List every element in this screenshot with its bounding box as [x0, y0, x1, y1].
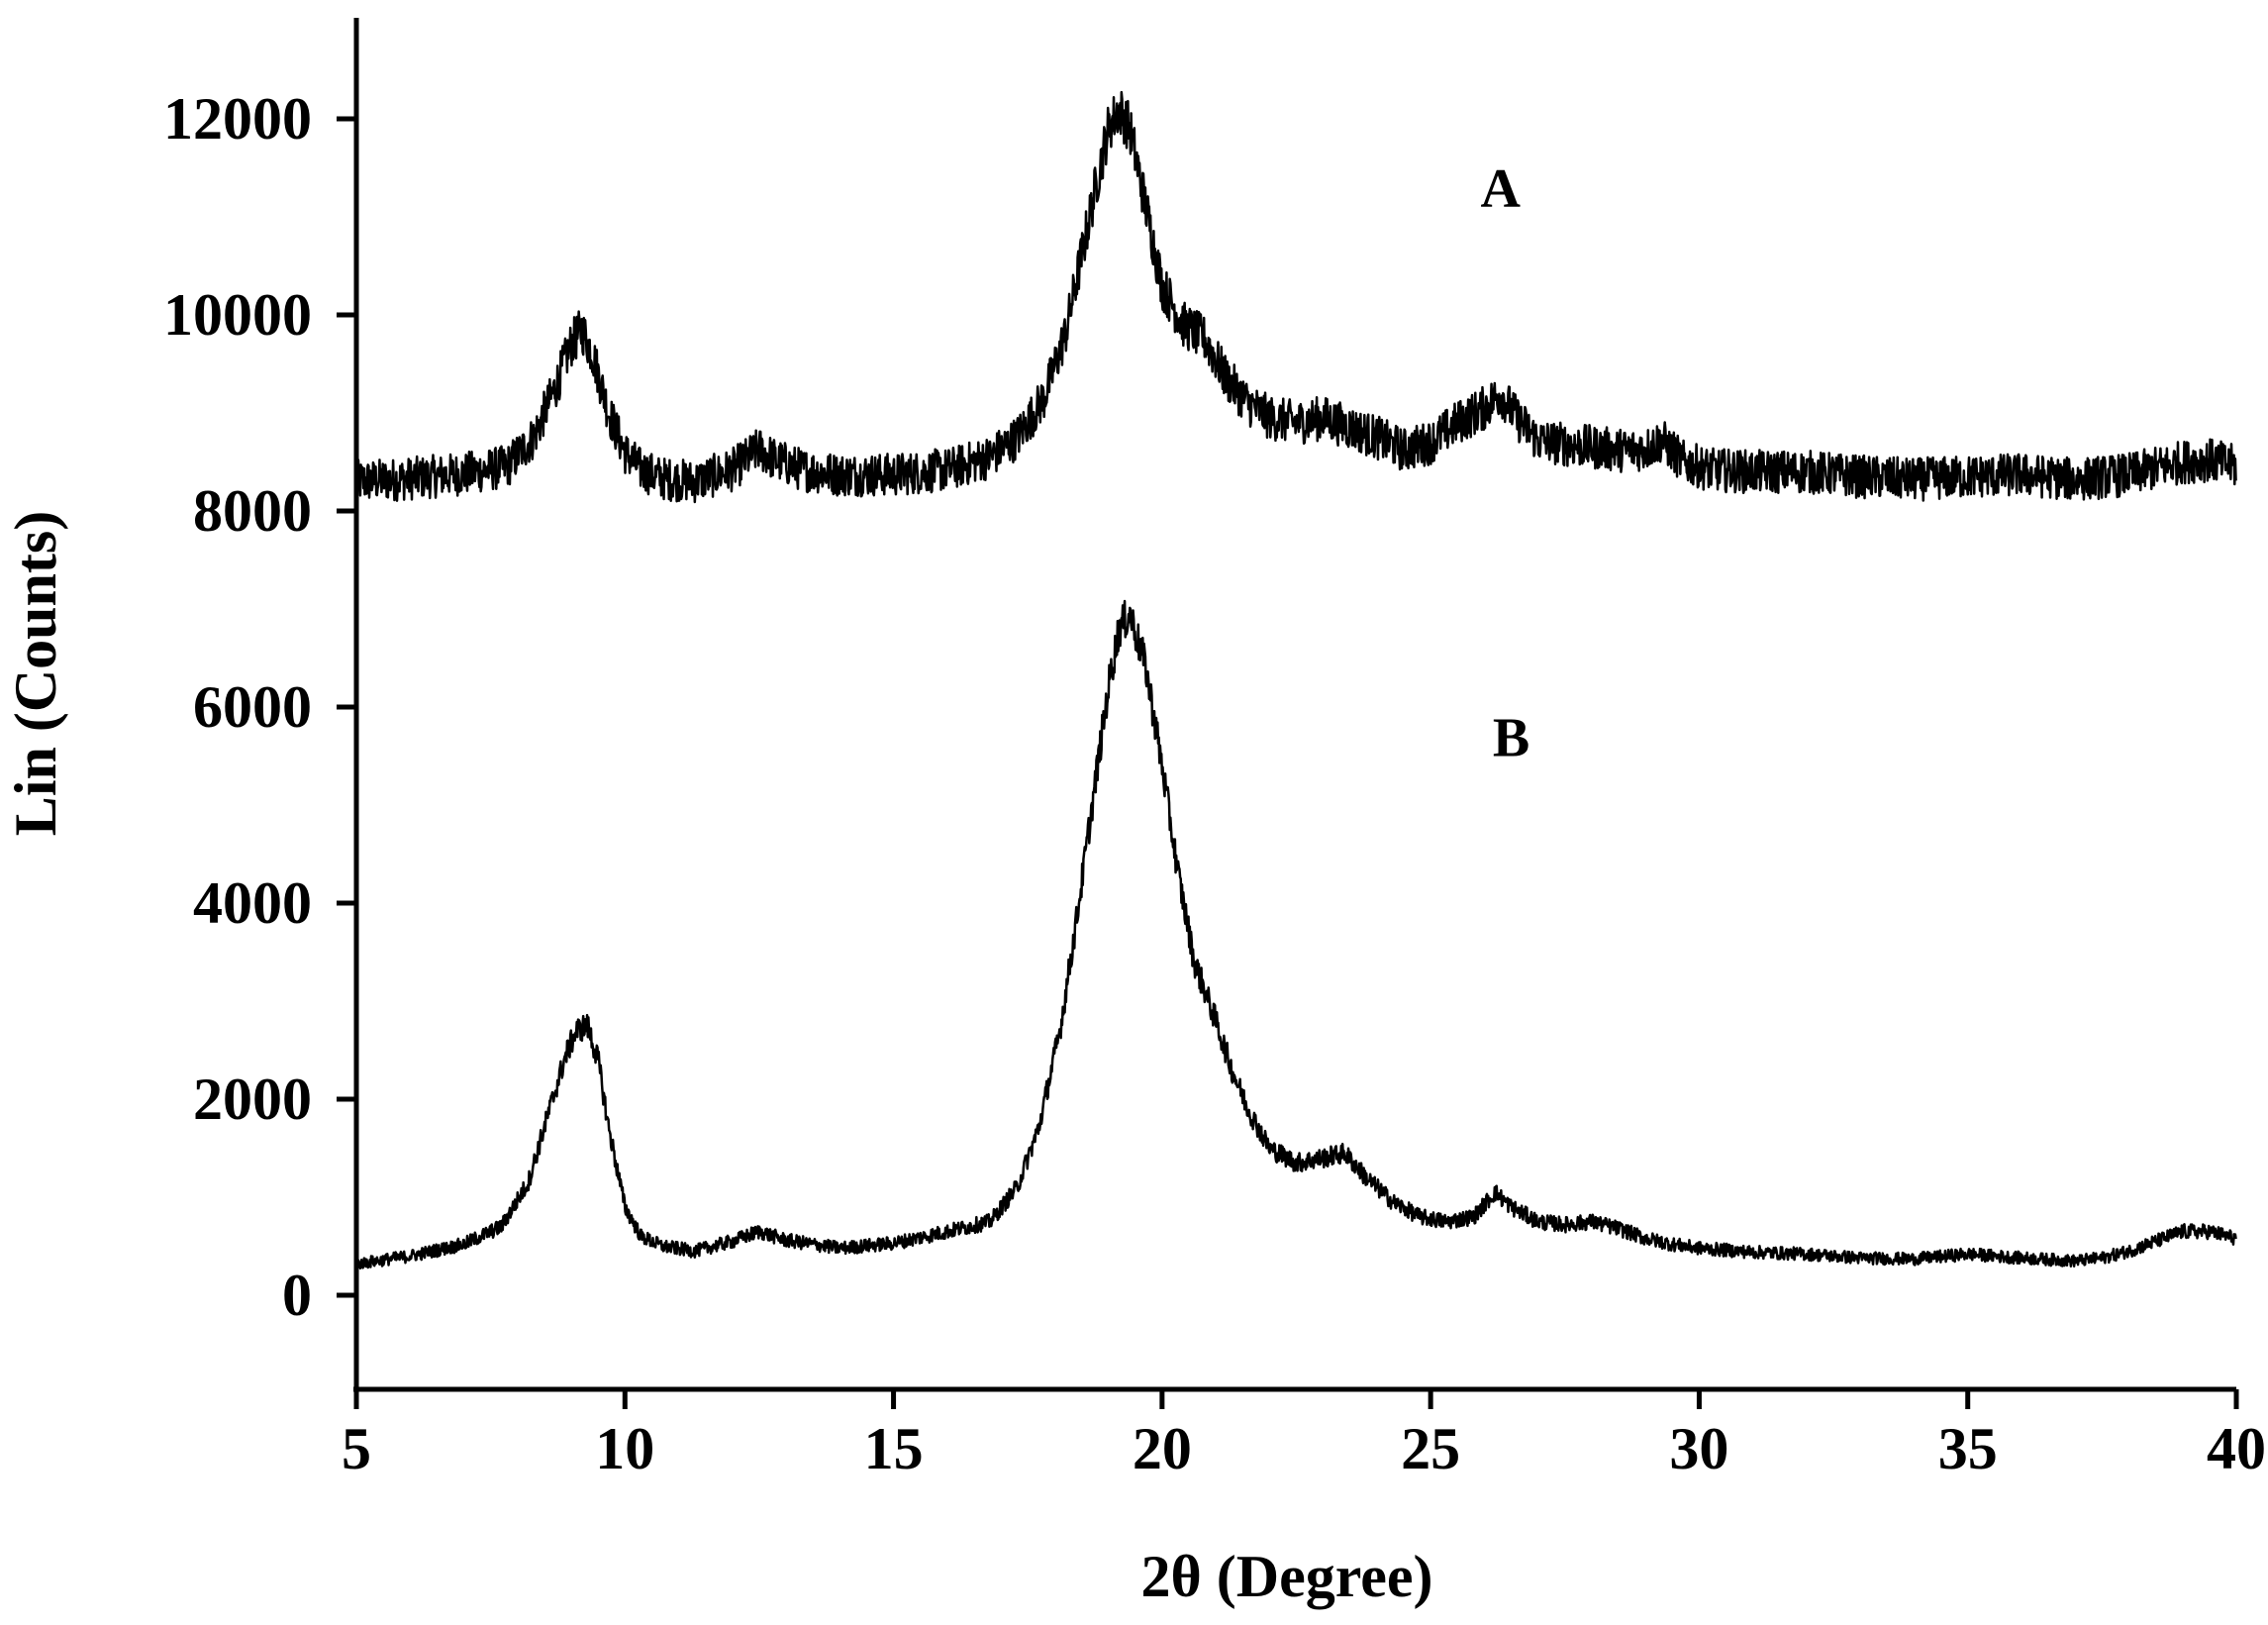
- y-tick-label: 2000: [193, 1066, 312, 1132]
- y-tick-label: 6000: [193, 674, 312, 740]
- x-tick-label: 20: [1133, 1416, 1192, 1481]
- series-label-b: B: [1493, 708, 1529, 769]
- x-tick-label: 5: [342, 1416, 371, 1481]
- x-tick-label: 30: [1669, 1416, 1728, 1481]
- x-ticks: 5 10 15 20 25 30 35 40: [342, 1389, 2266, 1481]
- series-label-a: A: [1480, 158, 1521, 220]
- y-axis-title: Lin (Counts): [3, 511, 68, 836]
- series-line-b: [355, 599, 2237, 1270]
- series-labels: AB: [1480, 158, 1529, 768]
- y-tick-label: 12000: [163, 86, 312, 152]
- series-line-a: [354, 90, 2237, 504]
- y-tick-label: 4000: [193, 870, 312, 936]
- x-tick-label: 40: [2207, 1416, 2266, 1481]
- series-layer: [354, 90, 2237, 1270]
- x-tick-label: 15: [864, 1416, 924, 1481]
- y-tick-label: 0: [282, 1263, 312, 1328]
- axes: [353, 18, 2236, 1392]
- x-axis-title: 2θ (Degree): [1140, 1544, 1432, 1609]
- y-tick-label: 10000: [163, 282, 312, 348]
- x-tick-label: 35: [1938, 1416, 1998, 1481]
- x-tick-label: 10: [595, 1416, 654, 1481]
- y-tick-label: 8000: [193, 478, 312, 544]
- x-tick-label: 25: [1401, 1416, 1460, 1481]
- y-ticks: 0 2000 4000 6000 8000 10000 12000: [163, 86, 356, 1328]
